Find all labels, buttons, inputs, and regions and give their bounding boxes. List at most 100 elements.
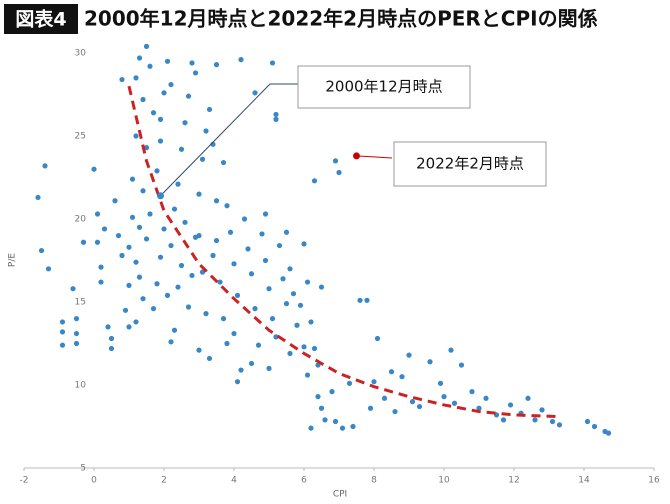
point [150,306,157,312]
y-tick-label: 10 [75,381,87,391]
point [259,231,265,237]
point [409,399,416,405]
point [252,90,258,96]
point [213,62,220,68]
point [549,418,556,425]
point [182,219,188,225]
point [322,417,328,423]
point [42,163,48,169]
point [126,244,132,250]
point [164,58,171,64]
point [248,271,255,277]
point [234,379,241,385]
point [532,417,538,423]
point [206,355,213,362]
point [304,279,311,285]
point [252,306,258,312]
point [336,169,342,176]
point [241,216,248,222]
point [196,191,202,197]
chart-title: 2000年12月時点と2022年2月時点のPERとCPIの関係 [84,7,598,31]
point [91,166,97,172]
point [290,291,297,297]
x-tick-label: 8 [371,476,377,486]
point [364,297,370,303]
point [189,60,195,66]
point [203,311,209,317]
point [332,158,339,164]
point [192,70,199,76]
point [133,133,139,139]
point [318,405,325,411]
callout-line [356,155,393,159]
point [539,407,545,413]
point [154,281,160,287]
x-tick-label: 2 [161,476,167,486]
x-tick-label: 12 [508,476,519,486]
y-tick-label: 30 [75,49,87,59]
x-tick-label: 4 [231,476,237,486]
point [101,226,108,232]
point [500,417,507,423]
y-tick-label: 20 [75,215,87,225]
point [129,176,136,182]
point [304,372,311,378]
point [171,206,178,212]
point [308,319,314,325]
point [189,272,195,279]
badge: 図表4 [15,8,66,31]
point [178,146,185,152]
point [224,340,230,347]
point [332,418,339,425]
y-axis-label: P/E [8,253,18,267]
point [45,266,52,272]
point [133,259,139,265]
point [133,75,139,81]
annotation-point [157,192,164,200]
point [294,322,300,328]
point [220,316,227,322]
callout-box [393,141,547,187]
point [161,90,167,96]
point [175,284,181,290]
point [157,116,164,122]
point [94,239,101,245]
point [273,111,279,118]
point [136,55,143,61]
point [119,252,125,259]
point [245,246,251,252]
point [203,128,209,134]
point [140,188,146,194]
point [458,362,465,368]
point [269,316,276,322]
point [175,181,181,187]
point [381,395,388,401]
point [154,168,160,174]
point [357,297,363,303]
point [329,389,335,395]
point [283,229,290,235]
point [276,242,283,249]
point [157,138,164,144]
point [185,93,192,99]
point [59,329,66,335]
point [108,345,115,352]
point [448,347,454,353]
y-tick-label: 25 [75,132,86,142]
point [346,380,353,386]
point [238,57,244,63]
point [476,405,482,411]
y-tick-label: 5 [80,464,86,474]
point [273,116,279,122]
point [231,330,237,337]
point [98,279,104,285]
point [94,211,101,217]
point [266,286,272,292]
point [59,319,66,325]
point [73,340,80,347]
point [35,194,41,201]
point [147,63,153,69]
point [164,292,171,298]
point [136,224,143,230]
point [126,324,132,330]
